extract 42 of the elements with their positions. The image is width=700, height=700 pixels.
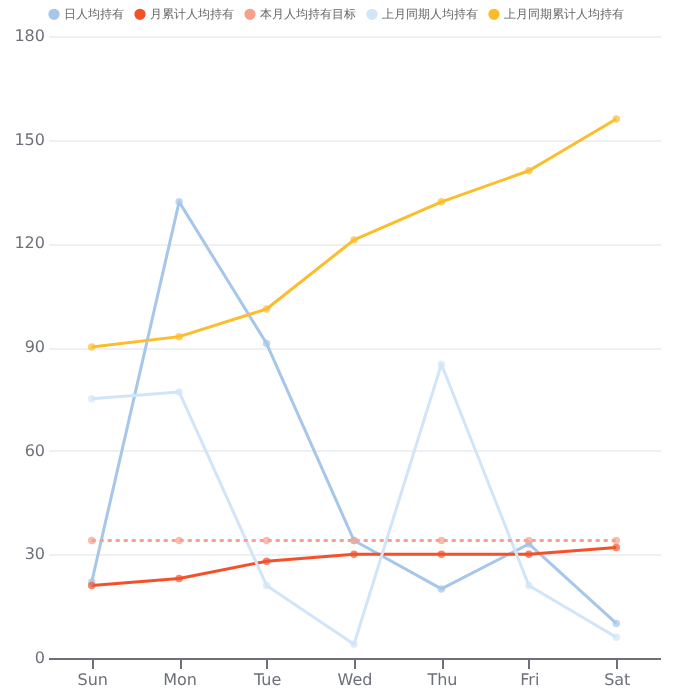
point [525, 550, 533, 559]
point [437, 536, 446, 545]
point [175, 332, 183, 341]
y-tick-label: 120 [14, 234, 45, 253]
x-tick-label: Thu [425, 671, 458, 689]
y-tick-label: 0 [34, 649, 45, 667]
x-tick-label: Mon [163, 671, 198, 689]
x-tick-label: Sun [77, 671, 108, 689]
point [437, 198, 446, 206]
point [612, 115, 621, 123]
point [175, 574, 183, 583]
point [612, 619, 621, 628]
point [525, 581, 533, 590]
point [175, 536, 183, 545]
x-tick-label: Tue [251, 671, 282, 689]
point [612, 633, 621, 641]
point [87, 536, 96, 545]
point [437, 585, 446, 593]
point [175, 198, 183, 206]
x-tick-label: Sat [604, 671, 631, 689]
point [612, 536, 621, 545]
point [262, 536, 271, 545]
x-tick-label: Fri [520, 671, 540, 689]
point [262, 339, 271, 348]
point [350, 236, 358, 244]
y-tick-label: 30 [24, 545, 45, 564]
y-tick-label: 150 [14, 130, 45, 149]
x-tick-label: Wed [337, 671, 373, 689]
point [87, 343, 96, 351]
point [262, 305, 271, 313]
point [350, 550, 358, 559]
point [525, 167, 533, 175]
point [262, 557, 271, 565]
y-tick-label: 180 [14, 27, 45, 45]
point [437, 550, 446, 559]
y-tick-label: 60 [24, 441, 45, 460]
point [175, 388, 183, 396]
point [262, 581, 271, 590]
point [350, 640, 358, 648]
y-tick-label: 90 [24, 338, 45, 356]
point [87, 395, 96, 403]
point [612, 543, 621, 552]
